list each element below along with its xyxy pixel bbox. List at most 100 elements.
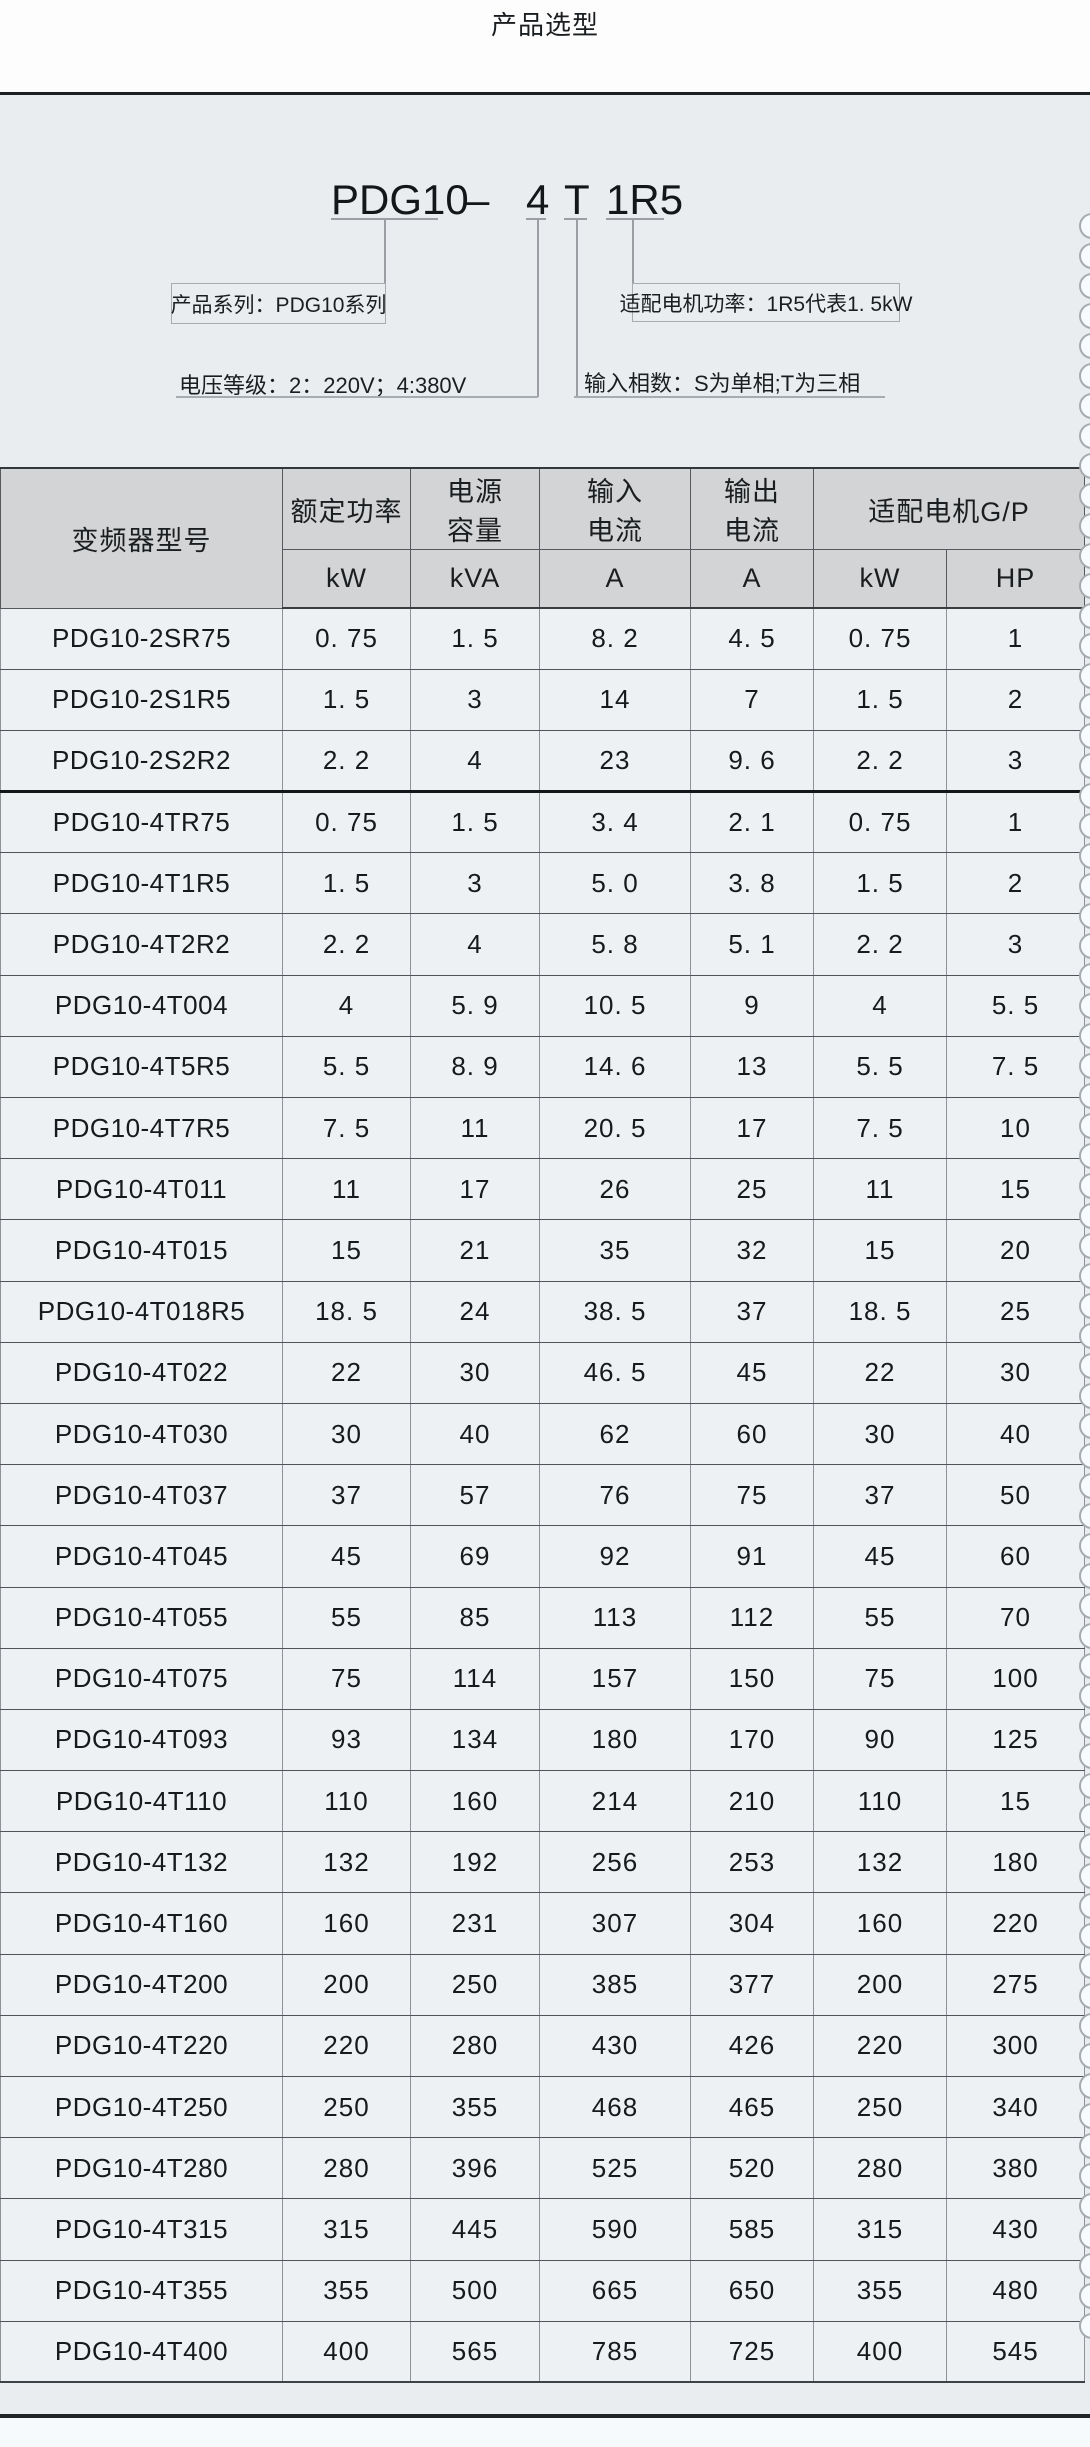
value-cell: 585	[690, 2198, 814, 2261]
scalloped-edge-decoration	[1079, 213, 1090, 239]
table-row: PDG10-4T045 45 69 92 91 45 60	[0, 1525, 1086, 1588]
header-input-current: 输入 电流	[539, 467, 691, 550]
value-cell: 160	[410, 1770, 540, 1833]
label-phases-underline	[574, 396, 885, 398]
value-cell: 15	[945, 1158, 1086, 1221]
value-cell: 30	[410, 1341, 540, 1404]
value-cell: 280	[282, 2137, 411, 2200]
table-row: PDG10-4T5R5 5. 5 8. 9 14. 6 13 5. 5 7. 5	[0, 1035, 1086, 1099]
value-cell: 3	[410, 668, 540, 731]
unit-kva: kVA	[410, 549, 540, 609]
value-cell: 132	[813, 1831, 947, 1894]
value-cell: 3. 8	[690, 852, 814, 915]
value-cell: 200	[282, 1953, 411, 2016]
value-cell: 7	[690, 668, 814, 731]
value-cell: 5. 9	[410, 974, 540, 1037]
value-cell: 113	[539, 1586, 691, 1649]
table-row: PDG10-4T280 280 396 525 520 280 380	[0, 2137, 1086, 2200]
value-cell: 30	[945, 1341, 1086, 1404]
model-underline-power	[606, 218, 664, 220]
model-cell: PDG10-4T015	[0, 1219, 283, 1282]
value-cell: 20. 5	[539, 1096, 691, 1160]
value-cell: 9. 6	[690, 729, 814, 794]
value-cell: 25	[945, 1280, 1086, 1343]
unit-a-in: A	[539, 549, 691, 609]
model-cell: PDG10-4T004	[0, 974, 283, 1037]
model-cell: PDG10-4T037	[0, 1464, 283, 1527]
value-cell: 315	[813, 2198, 947, 2261]
value-cell: 90	[813, 1708, 947, 1772]
connector-line-phase	[576, 220, 578, 397]
header-rated-power: 额定功率	[282, 467, 411, 550]
value-cell: 1. 5	[813, 852, 947, 915]
unit-motor-kw: kW	[813, 549, 947, 609]
table-body: PDG10-2SR75 0. 75 1. 5 8. 2 4. 5 0. 75 1 PDG10-…	[0, 607, 1086, 2383]
value-cell: 38. 5	[539, 1280, 691, 1343]
value-cell: 160	[282, 1892, 411, 1955]
table-row: PDG10-4T022 22 30 46. 5 45 22 30	[0, 1341, 1086, 1404]
value-cell: 5. 5	[813, 1035, 947, 1099]
value-cell: 214	[539, 1770, 691, 1833]
value-cell: 1. 5	[282, 852, 411, 915]
value-cell: 45	[282, 1525, 411, 1588]
value-cell: 400	[282, 2320, 411, 2383]
table-row: PDG10-4T160 160 231 307 304 160 220	[0, 1892, 1086, 1955]
model-cell: PDG10-4T045	[0, 1525, 283, 1588]
value-cell: 132	[282, 1831, 411, 1894]
model-cell: PDG10-4T018R5	[0, 1280, 283, 1343]
value-cell: 114	[410, 1647, 540, 1710]
value-cell: 30	[282, 1402, 411, 1466]
model-cell: PDG10-4T7R5	[0, 1096, 283, 1160]
model-cell: PDG10-4T220	[0, 2014, 283, 2078]
value-cell: 192	[410, 1831, 540, 1894]
value-cell: 250	[282, 2075, 411, 2139]
model-part-dash: –	[466, 176, 490, 223]
value-cell: 665	[539, 2259, 691, 2322]
table-row: PDG10-4T400 400 565 785 725 400 545	[0, 2320, 1086, 2383]
table-row: PDG10-4T355 355 500 665 650 355 480	[0, 2259, 1086, 2322]
value-cell: 400	[813, 2320, 947, 2383]
table-row: PDG10-4T015 15 21 35 32 15 20	[0, 1219, 1086, 1282]
model-cell: PDG10-4T075	[0, 1647, 283, 1710]
value-cell: 75	[282, 1647, 411, 1710]
value-cell: 2. 2	[282, 729, 411, 794]
value-cell: 315	[282, 2198, 411, 2261]
connector-line-power	[632, 220, 634, 284]
value-cell: 30	[813, 1402, 947, 1466]
value-cell: 355	[410, 2075, 540, 2139]
value-cell: 170	[690, 1708, 814, 1772]
value-cell: 468	[539, 2075, 691, 2139]
bottom-strip	[0, 2418, 1090, 2447]
model-cell: PDG10-4T5R5	[0, 1035, 283, 1099]
value-cell: 0. 75	[282, 607, 411, 670]
value-cell: 15	[282, 1219, 411, 1282]
model-part-power: 1R5	[606, 176, 684, 223]
value-cell: 385	[539, 1953, 691, 2016]
value-cell: 70	[945, 1586, 1086, 1649]
value-cell: 650	[690, 2259, 814, 2322]
table-row: PDG10-4T030 30 40 62 60 30 40	[0, 1402, 1086, 1466]
model-cell: PDG10-4T1R5	[0, 852, 283, 915]
value-cell: 304	[690, 1892, 814, 1955]
value-cell: 15	[813, 1219, 947, 1282]
value-cell: 525	[539, 2137, 691, 2200]
table-row: PDG10-2SR75 0. 75 1. 5 8. 2 4. 5 0. 75 1	[0, 607, 1086, 670]
value-cell: 220	[813, 2014, 947, 2078]
value-cell: 40	[945, 1402, 1086, 1466]
value-cell: 14	[539, 668, 691, 731]
value-cell: 5. 5	[282, 1035, 411, 1099]
bottom-divider-rule	[0, 2414, 1090, 2418]
label-product-series: 产品系列：PDG10系列	[171, 283, 386, 324]
model-cell: PDG10-4T011	[0, 1158, 283, 1221]
header-model: 变频器型号	[0, 467, 283, 609]
value-cell: 5. 1	[690, 913, 814, 976]
table-row: PDG10-4TR75 0. 75 1. 5 3. 4 2. 1 0. 75 1	[0, 791, 1086, 854]
value-cell: 380	[945, 2137, 1086, 2200]
value-cell: 9	[690, 974, 814, 1037]
model-cell: PDG10-4T280	[0, 2137, 283, 2200]
value-cell: 1	[945, 607, 1086, 670]
value-cell: 231	[410, 1892, 540, 1955]
model-cell: PDG10-4T132	[0, 1831, 283, 1894]
